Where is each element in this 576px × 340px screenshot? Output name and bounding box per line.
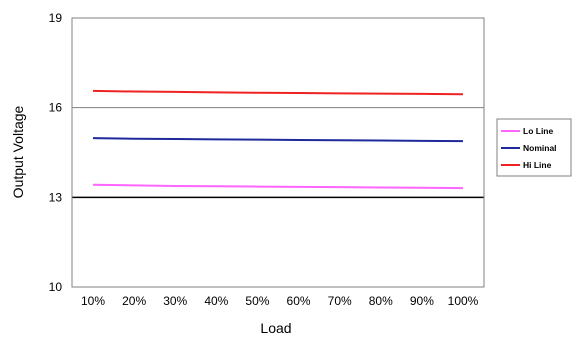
x-tick-label: 100% [448,294,479,308]
y-tick-label: 16 [49,101,63,115]
series-lines [92,89,464,190]
y-tick-labels: 10 13 16 19 [49,11,63,294]
y-tick-label: 13 [49,190,63,204]
legend-label: Hi Line [523,160,552,170]
legend: Lo Line Nominal Hi Line [496,118,572,177]
series-line-lo-line [92,183,464,190]
legend-label: Nominal [523,143,557,153]
plot-area-frame [71,17,485,288]
x-tick-label: 50% [245,294,269,308]
x-tick-label: 80% [369,294,393,308]
y-tick-label: 10 [49,280,63,294]
x-tick-label: 30% [163,294,187,308]
series-line-hi-line [92,89,464,96]
series-line-nominal [92,137,464,143]
x-tick-label: 10% [81,294,105,308]
legend-label: Lo Line [523,126,553,136]
x-tick-label: 40% [204,294,228,308]
x-tick-label: 20% [122,294,146,308]
gridlines [72,107,484,199]
y-tick-label: 19 [49,11,63,25]
x-tick-label: 60% [287,294,311,308]
x-axis-label: Load [260,320,291,336]
x-tick-label: 90% [410,294,434,308]
x-tick-label: 70% [328,294,352,308]
y-axis-label: Output Voltage [10,105,26,198]
x-tick-labels: 10% 20% 30% 40% 50% 60% 70% 80% 90% 100% [81,294,479,308]
